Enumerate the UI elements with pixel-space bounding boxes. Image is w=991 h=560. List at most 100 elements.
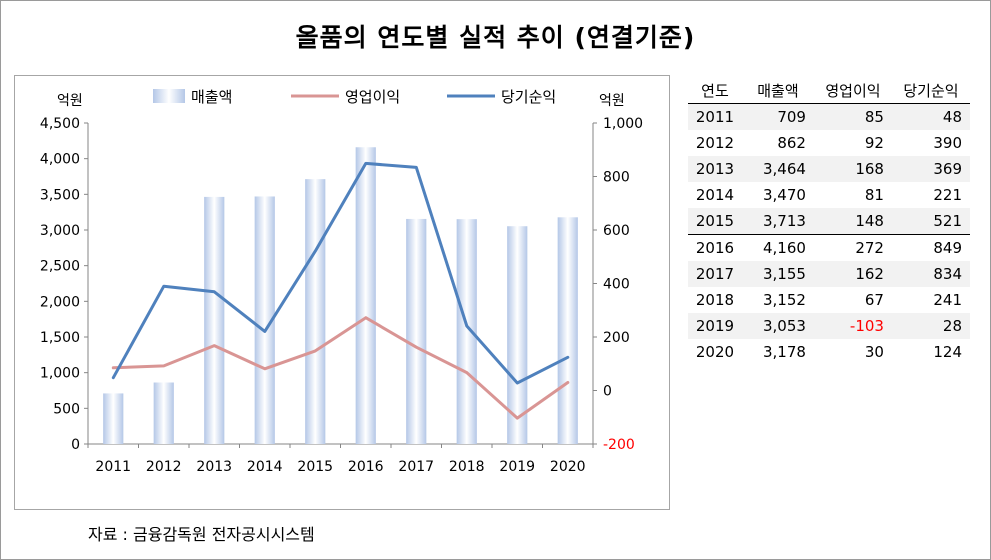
sales-bar bbox=[507, 226, 528, 444]
header-sales: 매출액 bbox=[741, 77, 814, 104]
cell-net-income: 48 bbox=[891, 103, 970, 130]
cell-sales: 3,155 bbox=[741, 261, 814, 287]
x-tick-label: 2013 bbox=[196, 459, 232, 475]
left-tick-label: 3,500 bbox=[40, 187, 80, 203]
right-tick-label: 200 bbox=[603, 330, 630, 346]
left-tick-label: 4,000 bbox=[40, 152, 80, 168]
cell-net-income: 241 bbox=[933, 291, 962, 309]
combo-chart: 0 500 1,000 1,500 2,000 2,500 3,000 3,500 4,000 4… bbox=[40, 88, 643, 475]
sales-bar bbox=[254, 196, 275, 444]
net-income-line bbox=[111, 161, 570, 385]
left-tick-label: 1,500 bbox=[40, 330, 80, 346]
left-tick-label: 2,500 bbox=[40, 259, 80, 275]
cell-net-income: 834 bbox=[891, 261, 970, 287]
sales-bar bbox=[204, 196, 225, 444]
left-tick-label: 0 bbox=[71, 437, 80, 453]
right-tick-label: 600 bbox=[603, 223, 630, 239]
x-tick-label: 2015 bbox=[297, 459, 333, 475]
cell-operating-profit: 30 bbox=[864, 343, 884, 361]
cell-operating-profit: 85 bbox=[813, 103, 892, 130]
table-header-row: 연도 매출액 영업이익 당기순익 bbox=[688, 77, 970, 104]
x-tick-label: 2011 bbox=[95, 459, 131, 475]
sales-bar bbox=[406, 218, 427, 444]
right-tick-label: 800 bbox=[603, 170, 630, 186]
operating-profit-line bbox=[111, 316, 570, 420]
legend-swatch-sales bbox=[153, 89, 185, 103]
cell-operating-profit: 92 bbox=[864, 134, 884, 152]
header-operating-profit: 영업이익 bbox=[813, 77, 892, 104]
sales-bar bbox=[557, 217, 578, 444]
sales-bar bbox=[456, 219, 477, 444]
cell-operating-profit: 168 bbox=[813, 156, 892, 182]
right-axis-unit-label: 억원 bbox=[599, 93, 625, 109]
sales-bar bbox=[153, 382, 174, 444]
x-tick-label: 2019 bbox=[499, 459, 535, 475]
table-row: 2020 3,178 30 124 bbox=[688, 339, 970, 365]
cell-sales: 709 bbox=[741, 103, 814, 130]
cell-sales: 3,152 bbox=[763, 291, 806, 309]
results-table: 연도 매출액 영업이익 당기순익 2011 709 85 48 2012 862 92 39… bbox=[688, 77, 970, 365]
cell-operating-profit: 162 bbox=[813, 261, 892, 287]
right-tick-label: 400 bbox=[603, 277, 630, 293]
x-tick-label: 2014 bbox=[247, 459, 283, 475]
cell-year: 2020 bbox=[695, 343, 735, 361]
legend-label-net-income: 당기순익 bbox=[501, 88, 556, 106]
cell-net-income: 521 bbox=[891, 208, 970, 235]
cell-net-income: 849 bbox=[891, 234, 970, 261]
left-tick-label: 3,000 bbox=[40, 223, 80, 239]
table-row: 2018 3,152 67 241 bbox=[688, 287, 970, 313]
cell-net-income: 221 bbox=[933, 186, 962, 204]
cell-sales: 862 bbox=[777, 134, 806, 152]
cell-operating-profit: 81 bbox=[864, 186, 884, 204]
cell-net-income: 124 bbox=[933, 343, 962, 361]
legend-label-sales: 매출액 bbox=[191, 88, 232, 106]
table-row: 2015 3,713 148 521 bbox=[688, 208, 970, 235]
cell-sales: 3,713 bbox=[741, 208, 814, 235]
legend-label-operating-profit: 영업이익 bbox=[345, 88, 400, 106]
right-tick-label: 0 bbox=[603, 384, 612, 400]
cell-year: 2013 bbox=[688, 156, 742, 182]
cell-year: 2016 bbox=[688, 234, 742, 261]
cell-sales: 3,470 bbox=[763, 186, 806, 204]
left-tick-label: 4,500 bbox=[40, 116, 80, 132]
cell-net-income: 28 bbox=[891, 313, 970, 339]
header-year: 연도 bbox=[688, 77, 742, 104]
cell-sales: 3,464 bbox=[741, 156, 814, 182]
x-tick-label: 2016 bbox=[348, 459, 384, 475]
left-tick-label: 1,000 bbox=[40, 366, 80, 382]
right-tick-label: -200 bbox=[603, 437, 635, 453]
source-note: 자료 : 금융감독원 전자공시시스템 bbox=[88, 525, 315, 544]
cell-year: 2017 bbox=[688, 261, 742, 287]
cell-net-income: 369 bbox=[891, 156, 970, 182]
table-row: 2014 3,470 81 221 bbox=[688, 182, 970, 208]
sales-bar bbox=[305, 179, 326, 444]
left-tick-label: 500 bbox=[53, 401, 80, 417]
header-net-income: 당기순익 bbox=[891, 77, 970, 104]
cell-operating-profit: 67 bbox=[864, 291, 884, 309]
table-row: 2016 4,160 272 849 bbox=[688, 234, 970, 261]
cell-year: 2012 bbox=[695, 134, 735, 152]
table-row: 2019 3,053 -103 28 bbox=[688, 313, 970, 339]
cell-year: 2015 bbox=[688, 208, 742, 235]
cell-sales: 4,160 bbox=[741, 234, 814, 261]
cell-year: 2014 bbox=[695, 186, 735, 204]
cell-year: 2011 bbox=[688, 103, 742, 130]
x-tick-label: 2018 bbox=[449, 459, 485, 475]
cell-net-income: 390 bbox=[933, 134, 962, 152]
table-row: 2013 3,464 168 369 bbox=[688, 156, 970, 182]
right-tick-label: 1,000 bbox=[603, 116, 643, 132]
page-title: 올품의 연도별 실적 추이 (연결기준) bbox=[295, 23, 696, 52]
cell-year: 2019 bbox=[688, 313, 742, 339]
cell-sales: 3,053 bbox=[741, 313, 814, 339]
x-tick-label: 2020 bbox=[550, 459, 586, 475]
table-row: 2017 3,155 162 834 bbox=[688, 261, 970, 287]
cell-operating-profit: -103 bbox=[813, 313, 892, 339]
table-row: 2011 709 85 48 bbox=[688, 103, 970, 130]
table-row: 2012 862 92 390 bbox=[688, 130, 970, 156]
cell-sales: 3,178 bbox=[763, 343, 806, 361]
left-tick-label: 2,000 bbox=[40, 294, 80, 310]
cell-operating-profit: 272 bbox=[813, 234, 892, 261]
sales-bar bbox=[103, 393, 124, 444]
x-tick-label: 2012 bbox=[146, 459, 182, 475]
cell-year: 2018 bbox=[695, 291, 735, 309]
